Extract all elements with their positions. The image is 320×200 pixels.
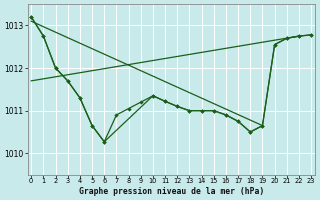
X-axis label: Graphe pression niveau de la mer (hPa): Graphe pression niveau de la mer (hPa) (79, 187, 264, 196)
